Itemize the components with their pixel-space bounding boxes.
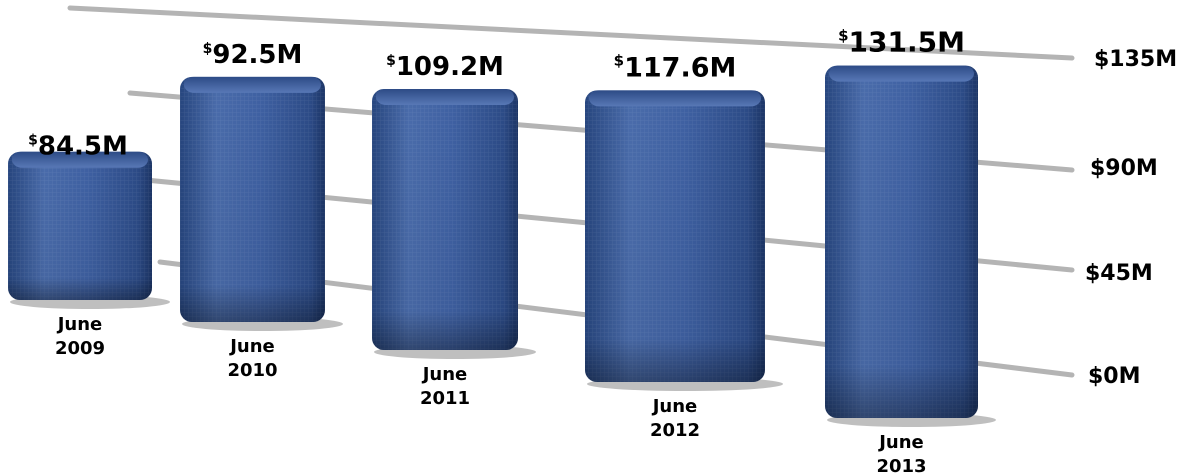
bar-top <box>184 76 321 93</box>
value-amount: 131.5M <box>849 26 965 59</box>
bar-shade <box>585 90 765 383</box>
bars <box>8 65 996 427</box>
bar-shade <box>180 76 325 322</box>
bar <box>8 151 170 309</box>
bar-top <box>376 89 514 106</box>
bar-top <box>589 90 761 107</box>
value-label: $84.5M <box>28 132 128 162</box>
bar-shade <box>8 151 152 300</box>
category-labels: June 2009 June 2010 June 2011 June 2012 June 2013 <box>55 314 927 474</box>
gridline <box>67 5 1075 61</box>
y-tick-label: $90M <box>1090 156 1158 181</box>
value-amount: 84.5M <box>38 132 128 162</box>
value-amount: 109.2M <box>396 52 504 82</box>
value-amount: 92.5M <box>212 40 302 70</box>
bar-top <box>829 65 974 82</box>
bar <box>825 65 996 427</box>
category-label: June <box>651 396 698 417</box>
currency-symbol: $ <box>28 133 38 149</box>
value-label: $109.2M <box>386 52 504 82</box>
currency-symbol: $ <box>203 41 213 57</box>
currency-symbol: $ <box>838 27 848 45</box>
value-labels: $84.5M$92.5M $109.2M $117.6M$131.5M <box>28 26 965 162</box>
bar-shade <box>372 89 518 351</box>
bar <box>180 76 343 331</box>
bar <box>372 89 536 359</box>
bar <box>585 90 783 391</box>
value-amount: 117.6M <box>624 52 736 83</box>
value-label: $131.5M <box>838 26 965 59</box>
category-label: June <box>56 314 103 335</box>
y-tick-label: $135M <box>1094 47 1177 72</box>
bar-top <box>12 151 148 168</box>
category-label: 2013 <box>876 456 926 474</box>
bar-shade <box>825 65 978 418</box>
category-label: 2009 <box>55 338 105 359</box>
y-axis-ticks: $0M $45M $90M $135M <box>1085 47 1177 389</box>
category-label: 2010 <box>227 360 277 381</box>
value-label: $117.6M <box>614 51 737 83</box>
y-tick-label: $0M <box>1088 364 1141 389</box>
category-label: June <box>228 336 275 357</box>
y-tick-label: $45M <box>1085 261 1153 286</box>
category-label: 2012 <box>650 420 700 441</box>
currency-symbol: $ <box>386 53 396 69</box>
category-label: 2011 <box>420 388 470 409</box>
currency-symbol: $ <box>614 51 624 69</box>
value-label: $92.5M <box>203 40 303 70</box>
category-label: June <box>421 364 468 385</box>
category-label: June <box>877 432 924 453</box>
